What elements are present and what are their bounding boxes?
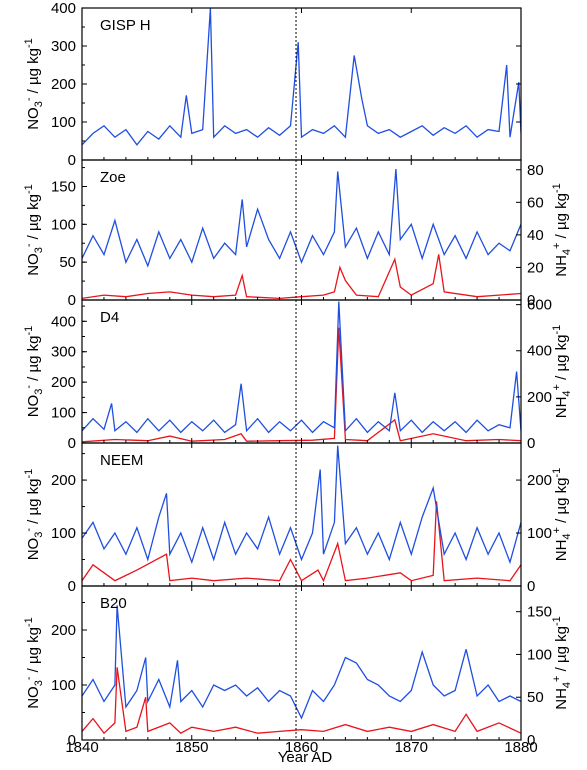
x-tick-label: 1860: [285, 739, 318, 756]
series-line-nh4: [82, 501, 521, 583]
y-tick-label: 300: [51, 38, 76, 55]
x-tick-label: 1880: [504, 739, 537, 756]
y2-tick-label: 200: [527, 389, 552, 406]
series-line-nh4: [82, 327, 521, 443]
panel-b20: 0 100 200 0 50 100 150 B20 NO3- / µg kg-1 NH4+ / …: [23, 585, 573, 749]
y-tick-label: 100: [51, 405, 76, 422]
series-line-no3: [82, 169, 521, 268]
y2-tick-label: 80: [527, 162, 544, 179]
panel-label: GISP H: [100, 17, 151, 34]
y-axis-title-nh4: NH4+ / µg kg-1: [551, 616, 573, 710]
x-axis: 1840 1850 1860 1870 1880: [65, 739, 537, 756]
y2-tick-label: 50: [527, 689, 544, 706]
y2-tick-label: 100: [527, 525, 552, 542]
y2-tick-label: 0: [527, 578, 535, 595]
x-axis-title: Year AD: [278, 749, 333, 766]
y2-tick-label: 400: [527, 343, 552, 360]
y-tick-label: 50: [59, 254, 76, 271]
y-tick-label: 100: [51, 677, 76, 694]
y-axis-title-no3: NO3- / µg kg-1: [23, 326, 45, 418]
series-line-no3: [82, 8, 521, 146]
series-line-nh4: [82, 254, 521, 300]
y-axis-title-nh4: NH4+ / µg kg-1: [551, 183, 573, 277]
y-tick-label: 200: [51, 374, 76, 391]
y-tick-label: 400: [51, 313, 76, 330]
y-tick-label: 200: [51, 76, 76, 93]
series-line-no3: [82, 445, 521, 565]
y-tick-label: 0: [68, 292, 76, 309]
panel-label: D4: [100, 309, 119, 326]
series-line-nh4: [82, 667, 521, 735]
x-tick-label: 1850: [175, 739, 208, 756]
y2-tick-label: 100: [527, 646, 552, 663]
y2-tick-label: 0: [527, 732, 535, 749]
y-axis-title-nh4: NH4+ / µg kg-1: [551, 468, 573, 562]
x-tick-label: 1840: [65, 739, 98, 756]
panel-d4: 0 100 200 300 400 0 200 400 600 D4 NO3- / µg kg-1 N…: [23, 297, 573, 452]
panel-label: NEEM: [100, 452, 143, 469]
y2-tick-label: 60: [527, 194, 544, 211]
y-tick-label: 200: [51, 622, 76, 639]
panel-frame: [81, 159, 522, 301]
y-axis-title-no3: NO3- / µg kg-1: [23, 38, 45, 130]
panel-gisp-h: 0 100 200 300 400 GISP H NO3- / µg kg-1: [23, 0, 522, 169]
y2-tick-label: 0: [527, 292, 535, 309]
series-line-no3: [82, 605, 521, 720]
y-tick-label: 400: [51, 0, 76, 17]
y-axis-title-no3: NO3- / µg kg-1: [23, 469, 45, 561]
series-line-no3: [82, 301, 521, 434]
y-tick-label: 100: [51, 216, 76, 233]
y-tick-label: 200: [51, 472, 76, 489]
y2-tick-label: 40: [527, 227, 544, 244]
y-tick-label: 150: [51, 178, 76, 195]
y2-tick-label: 0: [527, 435, 535, 452]
y-tick-label: 0: [68, 152, 76, 169]
panel-label: B20: [100, 595, 127, 612]
y-tick-label: 300: [51, 344, 76, 361]
y-axis-title-no3: NO3- / µg kg-1: [23, 184, 45, 276]
y-tick-label: 0: [68, 732, 76, 749]
y2-tick-label: 600: [527, 297, 552, 314]
y-axis-title-nh4: NH4+ / µg kg-1: [551, 325, 573, 419]
panel-label: Zoe: [100, 169, 126, 186]
y2-tick-label: 20: [527, 259, 544, 276]
y-tick-label: 0: [68, 578, 76, 595]
y2-tick-label: 150: [527, 604, 552, 621]
y2-tick-label: 200: [527, 472, 552, 489]
y-tick-label: 0: [68, 435, 76, 452]
y-tick-label: 100: [51, 114, 76, 131]
y-axis-title-no3: NO3- / µg kg-1: [23, 617, 45, 709]
y-tick-label: 100: [51, 525, 76, 542]
x-tick-label: 1870: [395, 739, 428, 756]
panel-zoe: 0 50 100 150 0 20 40 60 80 Zoe NO3- / µg kg-1 NH4+ …: [23, 159, 573, 309]
panel-neem: 0 100 200 0 100 200 NEEM NO3- / µg kg-1 NH4+ / µ…: [23, 442, 573, 595]
